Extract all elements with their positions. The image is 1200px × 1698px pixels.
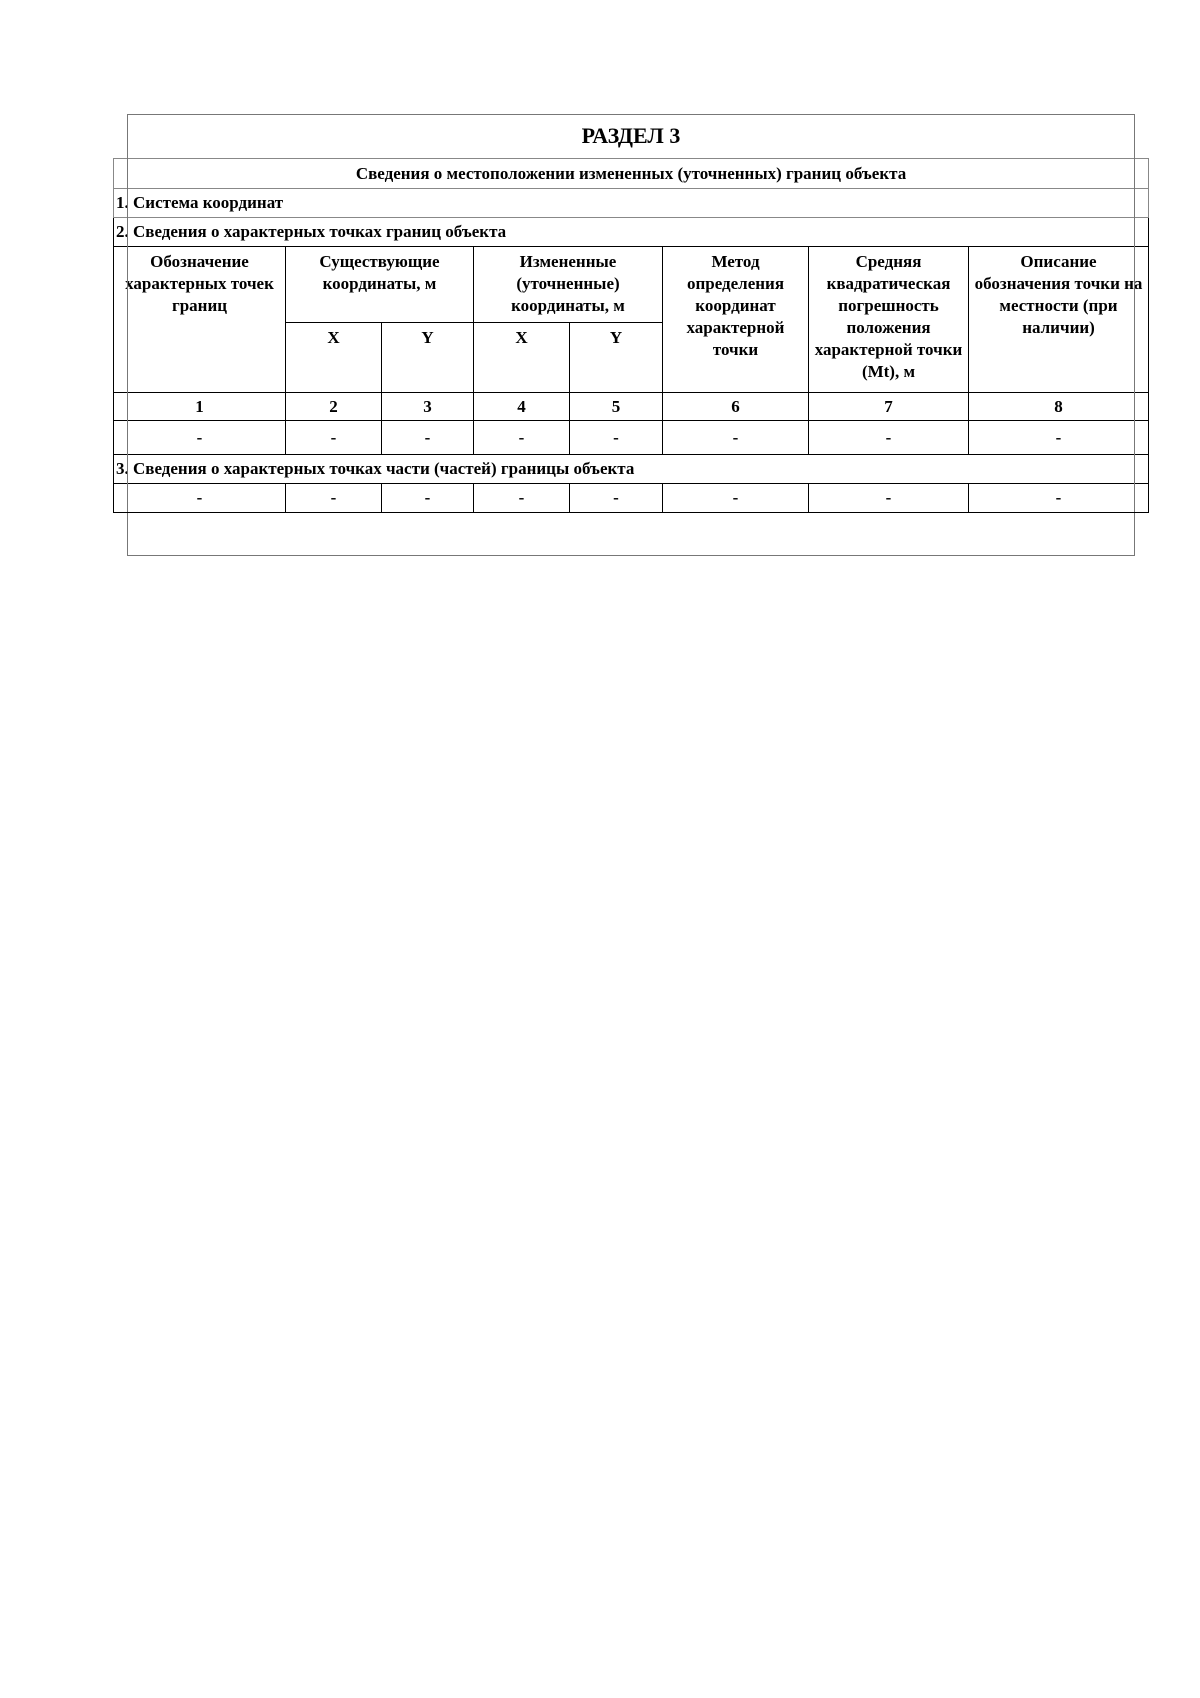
table-cell: - [808,420,969,455]
header-existing-y: Y [381,322,474,393]
table-row: - - - - - - - - [113,483,1150,513]
header-method: Метод определения координат характерной … [662,246,809,393]
table-cell: - [113,420,286,455]
table-cell: - [967,483,1150,513]
table-cell: - [808,483,969,513]
part-points-heading: 3. Сведения о характерных точках части (… [112,454,1150,484]
column-number: 1 [113,392,286,421]
subtitle-row: Сведения о местоположении измененных (ут… [112,158,1150,189]
table-cell: - [285,420,382,455]
table-cell: - [285,483,382,513]
column-number: 6 [662,392,809,421]
header-existing-x: X [285,322,382,393]
column-number-row: 1 2 3 4 5 6 7 8 [113,392,1150,421]
header-changed-x: X [473,322,570,393]
header-mean-error: Средняя квадратическая погрешность полож… [808,246,969,393]
table-cell: - [569,483,663,513]
table-cell: - [381,420,474,455]
header-description: Описание обозначения точки на местности … [967,246,1150,393]
frame-right-line [1134,158,1135,512]
boundary-points-table: Сведения о местоположении измененных (ут… [112,158,1150,513]
header-changed-y: Y [569,322,663,393]
column-number: 5 [569,392,663,421]
column-number: 8 [967,392,1150,421]
table-subtitle: Сведения о местоположении измененных (ут… [112,158,1150,189]
table-cell: - [473,483,570,513]
table-cell: - [662,483,809,513]
coordinate-system-label: 1. Система координат [112,188,1150,218]
header-existing-coords: Существующие координаты, м [285,246,474,323]
table-row: - - - - - - - - [113,420,1150,455]
table-cell: - [473,420,570,455]
table-cell: - [569,420,663,455]
header-row-2: X Y X Y [114,322,1149,393]
boundary-points-heading-row: 2. Сведения о характерных точках границ … [112,217,1150,247]
section-title: РАЗДЕЛ 3 [581,123,681,148]
part-points-heading-row: 3. Сведения о характерных точках части (… [112,454,1150,484]
table-cell: - [113,483,286,513]
column-number: 2 [285,392,382,421]
frame-left-line [127,158,128,512]
header-changed-coords: Измененные (уточненные) координаты, м [473,246,663,323]
table-cell: - [662,420,809,455]
header-point-designation: Обозначение характерных точек границ [113,246,286,393]
column-number: 7 [808,392,969,421]
table-cell: - [381,483,474,513]
table-cell: - [967,420,1150,455]
coordinate-system-row: 1. Система координат [112,188,1150,218]
header-row-1: Обозначение характерных точек границ Сущ… [113,246,1150,393]
column-number: 4 [473,392,570,421]
column-number: 3 [381,392,474,421]
boundary-points-heading: 2. Сведения о характерных точках границ … [112,217,1150,247]
